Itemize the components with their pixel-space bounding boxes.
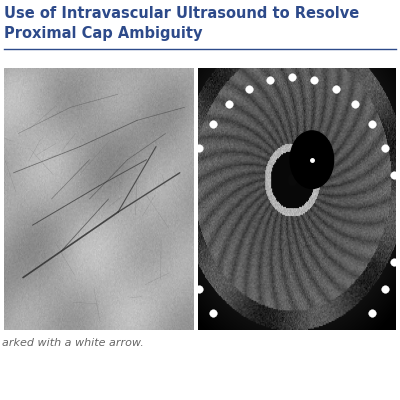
Text: Use of Intravascular Ultrasound to Resolve: Use of Intravascular Ultrasound to Resol… <box>4 6 359 21</box>
Text: arked with a white arrow.: arked with a white arrow. <box>2 338 144 348</box>
Circle shape <box>290 131 334 188</box>
Text: Proximal Cap Ambiguity: Proximal Cap Ambiguity <box>4 26 202 41</box>
